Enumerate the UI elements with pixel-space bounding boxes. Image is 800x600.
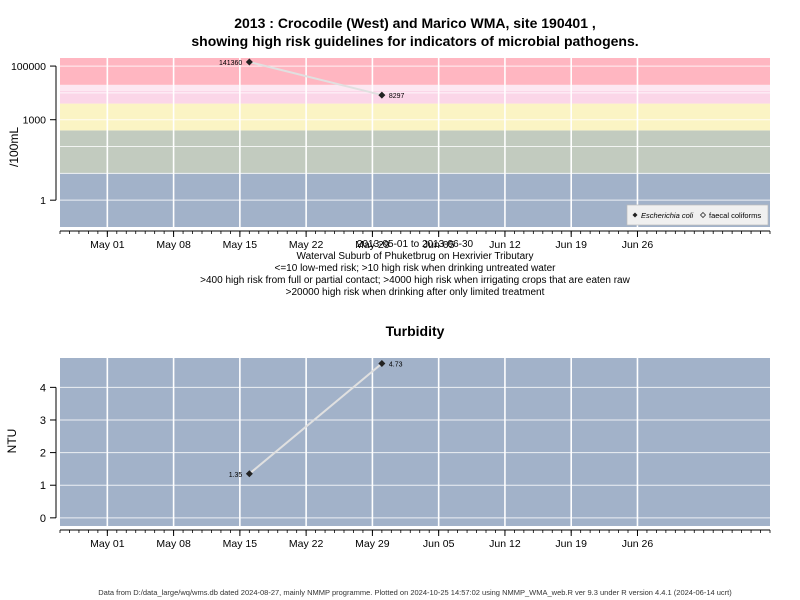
ecoli-x-tick-label: Jun 05 xyxy=(423,239,455,251)
ecoli-data-label: 141360 xyxy=(219,60,242,67)
ecoli-y-tick-label: 100000 xyxy=(11,61,46,73)
ecoli-caption: 2013-05-01 to 2013-06-30 Waterval Suburb… xyxy=(60,239,770,299)
ecoli-x-tick-label: May 22 xyxy=(289,239,324,251)
turbidity-x-tick-label: Jun 19 xyxy=(555,538,587,550)
turbidity-y-tick-label: 1 xyxy=(40,480,46,492)
ecoli-band-irrigation-risk xyxy=(60,103,770,131)
turbidity-data-label: 4.73 xyxy=(389,362,403,369)
ecoli-x-tick-label: Jun 19 xyxy=(555,239,587,251)
turbidity-x-tick-label: May 15 xyxy=(223,538,258,550)
turbidity-data-point xyxy=(245,470,253,478)
turbidity-x-tick-label: Jun 05 xyxy=(423,538,455,550)
caption-guideline-3: >20000 high risk when drinking after onl… xyxy=(285,287,545,298)
turbidity-y-tick-label: 4 xyxy=(40,382,46,394)
turbidity-title: Turbidity xyxy=(385,323,445,339)
ecoli-x-tick-label: May 29 xyxy=(355,239,390,251)
turbidity-panel-background xyxy=(60,358,770,526)
ecoli-band-contact-risk xyxy=(60,130,770,174)
ecoli-x-tick-label: May 01 xyxy=(90,239,125,251)
turbidity-x-tick-label: May 01 xyxy=(90,538,125,550)
caption-site-name: Waterval Suburb of Phuketbrug on Hexrivi… xyxy=(296,251,534,262)
chart-title-line-2: showing high risk guidelines for indicat… xyxy=(191,33,639,49)
turbidity-series-line xyxy=(248,362,383,475)
turbidity-data-point xyxy=(378,360,386,368)
legend-faecal-coliforms-label: faecal coliforms xyxy=(709,211,761,220)
legend-ecoli-marker xyxy=(632,212,638,218)
caption-guideline-1: <=10 low-med risk; >10 high risk when dr… xyxy=(274,263,556,274)
turbidity-x-tick-label: Jun 12 xyxy=(489,538,521,550)
ecoli-series-line xyxy=(249,61,383,97)
turbidity-x-tick-label: Jun 26 xyxy=(622,538,654,550)
ecoli-legend-box xyxy=(626,204,769,226)
caption-guideline-2: >400 high risk from full or partial cont… xyxy=(200,275,630,286)
ecoli-band-pink-white xyxy=(60,84,770,91)
turbidity-data-label: 1.35 xyxy=(229,472,243,479)
ecoli-y-tick-label: 1000 xyxy=(23,115,47,127)
ecoli-band-high-risk xyxy=(60,58,770,85)
turbidity-y-tick-label: 2 xyxy=(40,448,46,460)
ecoli-band-pink-light xyxy=(60,90,770,104)
turbidity-y-axis-label: NTU xyxy=(5,428,19,454)
ecoli-x-tick-label: May 15 xyxy=(223,239,258,251)
ecoli-x-tick-label: May 08 xyxy=(156,239,191,251)
legend-ecoli-label: Escherichia coli xyxy=(641,211,693,220)
ecoli-x-tick-label: Jun 26 xyxy=(622,239,654,251)
ecoli-data-label: 8297 xyxy=(389,93,405,100)
chart-title: 2013 : Crocodile (West) and Marico WMA, … xyxy=(0,14,800,50)
ecoli-data-point xyxy=(245,58,253,66)
ecoli-data-point xyxy=(378,91,386,99)
turbidity-x-tick-label: May 29 xyxy=(355,538,390,550)
turbidity-x-tick-label: May 08 xyxy=(156,538,191,550)
caption-date-range: 2013-05-01 to 2013-06-30 xyxy=(356,239,474,250)
ecoli-y-tick-label: 1 xyxy=(40,195,46,207)
turbidity-x-tick-label: May 22 xyxy=(289,538,324,550)
turbidity-y-tick-label: 0 xyxy=(40,513,46,525)
turbidity-y-tick-label: 3 xyxy=(40,415,46,427)
ecoli-x-tick-label: Jun 12 xyxy=(489,239,521,251)
chart-title-line-1: 2013 : Crocodile (West) and Marico WMA, … xyxy=(234,15,596,31)
legend-faecal-coliforms-marker xyxy=(699,211,707,219)
footer-note: Data from D:/data_large/wq/wms.db dated … xyxy=(98,588,732,597)
